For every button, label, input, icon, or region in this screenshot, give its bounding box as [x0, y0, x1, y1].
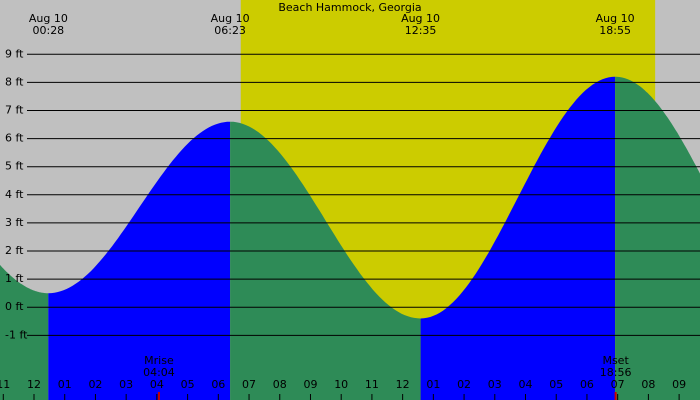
x-tick-label: 09 — [672, 378, 686, 391]
tide-area — [48, 121, 231, 400]
extreme-date: Aug 10 — [401, 12, 440, 25]
y-tick-label: 5 ft — [5, 160, 24, 173]
tide-area — [0, 265, 49, 400]
moon-event: Mset — [602, 354, 629, 367]
x-tick-label: 12 — [396, 378, 410, 391]
x-tick-label: 01 — [426, 378, 440, 391]
moon-time: 04:04 — [143, 366, 175, 379]
chart-title: Beach Hammock, Georgia — [278, 1, 421, 14]
x-tick-label: 02 — [88, 378, 102, 391]
x-tick-label: 09 — [303, 378, 317, 391]
x-tick-label: 05 — [181, 378, 195, 391]
y-tick-label: 1 ft — [5, 272, 24, 285]
extreme-time: 06:23 — [214, 24, 246, 37]
x-tick-label: 10 — [334, 378, 348, 391]
y-tick-label: 8 ft — [5, 75, 24, 88]
extreme-time: 00:28 — [32, 24, 64, 37]
x-tick-label: 06 — [580, 378, 594, 391]
tide-area — [420, 76, 616, 400]
x-tick-label: 08 — [273, 378, 287, 391]
y-tick-label: 4 ft — [5, 188, 24, 201]
y-tick-label: 6 ft — [5, 132, 24, 145]
extreme-time: 18:55 — [599, 24, 631, 37]
x-tick-label: 02 — [457, 378, 471, 391]
x-tick-label: 11 — [365, 378, 379, 391]
y-tick-label: 7 ft — [5, 103, 24, 116]
x-tick-label: 04 — [519, 378, 533, 391]
x-tick-label: 07 — [242, 378, 256, 391]
tide-area — [615, 76, 700, 400]
y-tick-label: 9 ft — [5, 47, 24, 60]
extreme-date: Aug 10 — [29, 12, 68, 25]
x-tick-label: 01 — [58, 378, 72, 391]
x-tick-label: 04 — [150, 378, 164, 391]
x-tick-label: 12 — [27, 378, 41, 391]
moon-event: Mrise — [144, 354, 174, 367]
x-tick-label: 07 — [611, 378, 625, 391]
x-tick-label: 03 — [119, 378, 133, 391]
tide-area — [230, 121, 421, 400]
x-tick-label: 03 — [488, 378, 502, 391]
moon-time: 18:56 — [600, 366, 632, 379]
y-tick-label: 3 ft — [5, 216, 24, 229]
extreme-date: Aug 10 — [211, 12, 250, 25]
y-tick-label: 2 ft — [5, 244, 24, 257]
x-tick-label: 06 — [211, 378, 225, 391]
extreme-time: 12:35 — [405, 24, 437, 37]
x-tick-label: 08 — [641, 378, 655, 391]
y-tick-label: 0 ft — [5, 300, 24, 313]
x-tick-label: 11 — [0, 378, 10, 391]
x-tick-label: 05 — [549, 378, 563, 391]
y-tick-label: -1 ft — [5, 328, 28, 341]
extreme-date: Aug 10 — [596, 12, 635, 25]
